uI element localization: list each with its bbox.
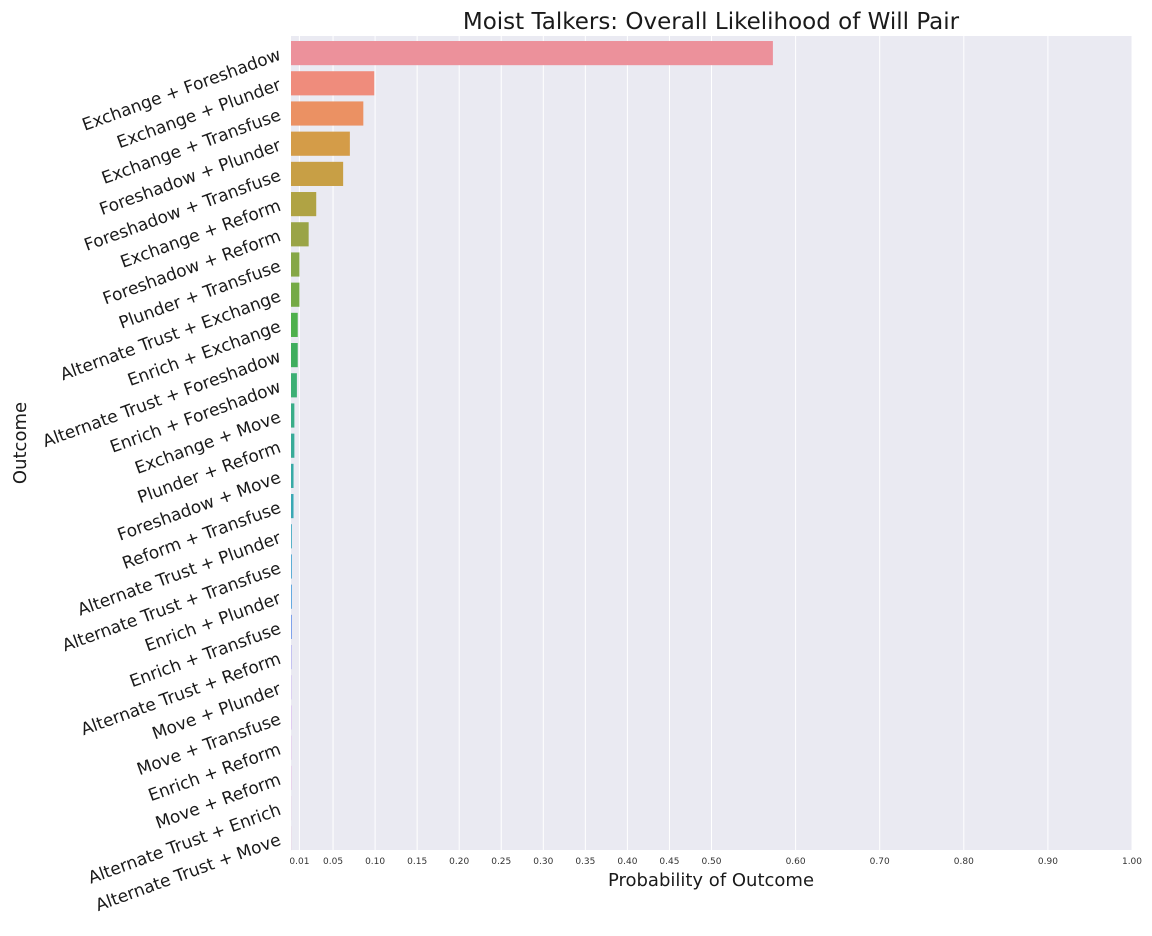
grid-lines (298, 36, 1133, 850)
bar-17 (291, 524, 292, 549)
x-tick-label-3: 0.15 (407, 857, 427, 867)
x-tick-label-0: 0.01 (289, 857, 309, 867)
bar-7 (291, 222, 309, 247)
bar-8 (291, 252, 300, 277)
bar-13 (291, 403, 295, 428)
x-tick-labels: 0.01 0.05 0.10 0.15 0.20 0.25 0.30 0.35 0.40 0.45… (289, 857, 1142, 867)
bar-1 (291, 41, 773, 66)
x-tick-label-10: 0.50 (701, 857, 721, 867)
bar-16 (291, 494, 294, 519)
bar-6 (291, 192, 317, 217)
bar-3 (291, 101, 364, 126)
bar-19 (291, 584, 292, 609)
x-tick-label-12: 0.70 (870, 857, 890, 867)
bar-9 (291, 282, 300, 307)
bar-20 (291, 614, 292, 639)
x-tick-label-5: 0.25 (491, 857, 511, 867)
x-tick-label-6: 0.30 (533, 857, 553, 867)
y-axis-title: Outcome (10, 402, 31, 484)
x-tick-label-13: 0.80 (954, 857, 974, 867)
x-tick-label-8: 0.40 (617, 857, 637, 867)
bar-5 (291, 161, 344, 186)
x-tick-label-4: 0.20 (449, 857, 469, 867)
bar-11 (291, 343, 298, 368)
bar-12 (291, 373, 297, 398)
bar-4 (291, 131, 350, 156)
bar-15 (291, 463, 294, 488)
x-tick-label-15: 1.00 (1122, 857, 1142, 867)
chart-title: Moist Talkers: Overall Likelihood of Wil… (463, 9, 960, 35)
x-tick-label-2: 0.10 (365, 857, 385, 867)
x-tick-label-11: 0.60 (786, 857, 806, 867)
bar-18 (291, 554, 292, 579)
x-tick-label-1: 0.05 (323, 857, 343, 867)
bar-14 (291, 433, 295, 458)
x-tick-label-14: 0.90 (1038, 857, 1058, 867)
x-tick-label-9: 0.45 (659, 857, 679, 867)
bar-10 (291, 312, 298, 337)
bars (291, 41, 773, 851)
x-tick-label-7: 0.35 (575, 857, 595, 867)
bar-2 (291, 71, 375, 96)
x-axis-title: Probability of Outcome (608, 870, 814, 891)
